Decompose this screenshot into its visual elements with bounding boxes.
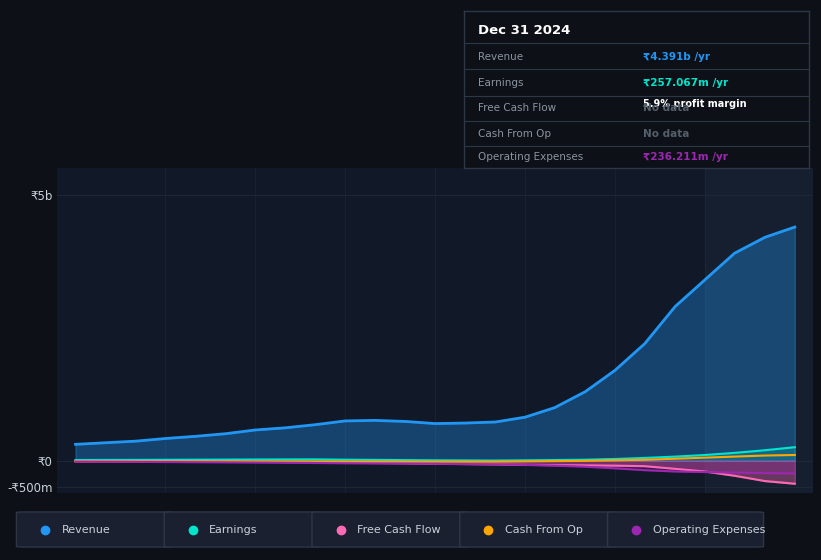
Text: Free Cash Flow: Free Cash Flow: [478, 104, 556, 114]
FancyBboxPatch shape: [312, 512, 468, 547]
FancyBboxPatch shape: [460, 512, 616, 547]
Text: Earnings: Earnings: [478, 78, 523, 88]
Text: ₹236.211m /yr: ₹236.211m /yr: [643, 152, 728, 162]
FancyBboxPatch shape: [608, 512, 764, 547]
Text: Earnings: Earnings: [209, 525, 258, 534]
Text: Dec 31 2024: Dec 31 2024: [478, 24, 570, 37]
Text: ₹4.391b /yr: ₹4.391b /yr: [643, 52, 710, 62]
Text: ₹257.067m /yr: ₹257.067m /yr: [643, 78, 728, 88]
Text: Revenue: Revenue: [478, 52, 523, 62]
Bar: [705, 168, 813, 493]
Text: Cash From Op: Cash From Op: [478, 128, 551, 138]
Text: Operating Expenses: Operating Expenses: [478, 152, 583, 162]
Text: Operating Expenses: Operating Expenses: [653, 525, 765, 534]
Text: 5.9% profit margin: 5.9% profit margin: [643, 100, 747, 110]
Text: Cash From Op: Cash From Op: [505, 525, 583, 534]
Text: Revenue: Revenue: [62, 525, 110, 534]
Text: No data: No data: [643, 128, 690, 138]
Text: No data: No data: [643, 104, 690, 114]
FancyBboxPatch shape: [164, 512, 320, 547]
FancyBboxPatch shape: [16, 512, 172, 547]
Text: Free Cash Flow: Free Cash Flow: [357, 525, 441, 534]
